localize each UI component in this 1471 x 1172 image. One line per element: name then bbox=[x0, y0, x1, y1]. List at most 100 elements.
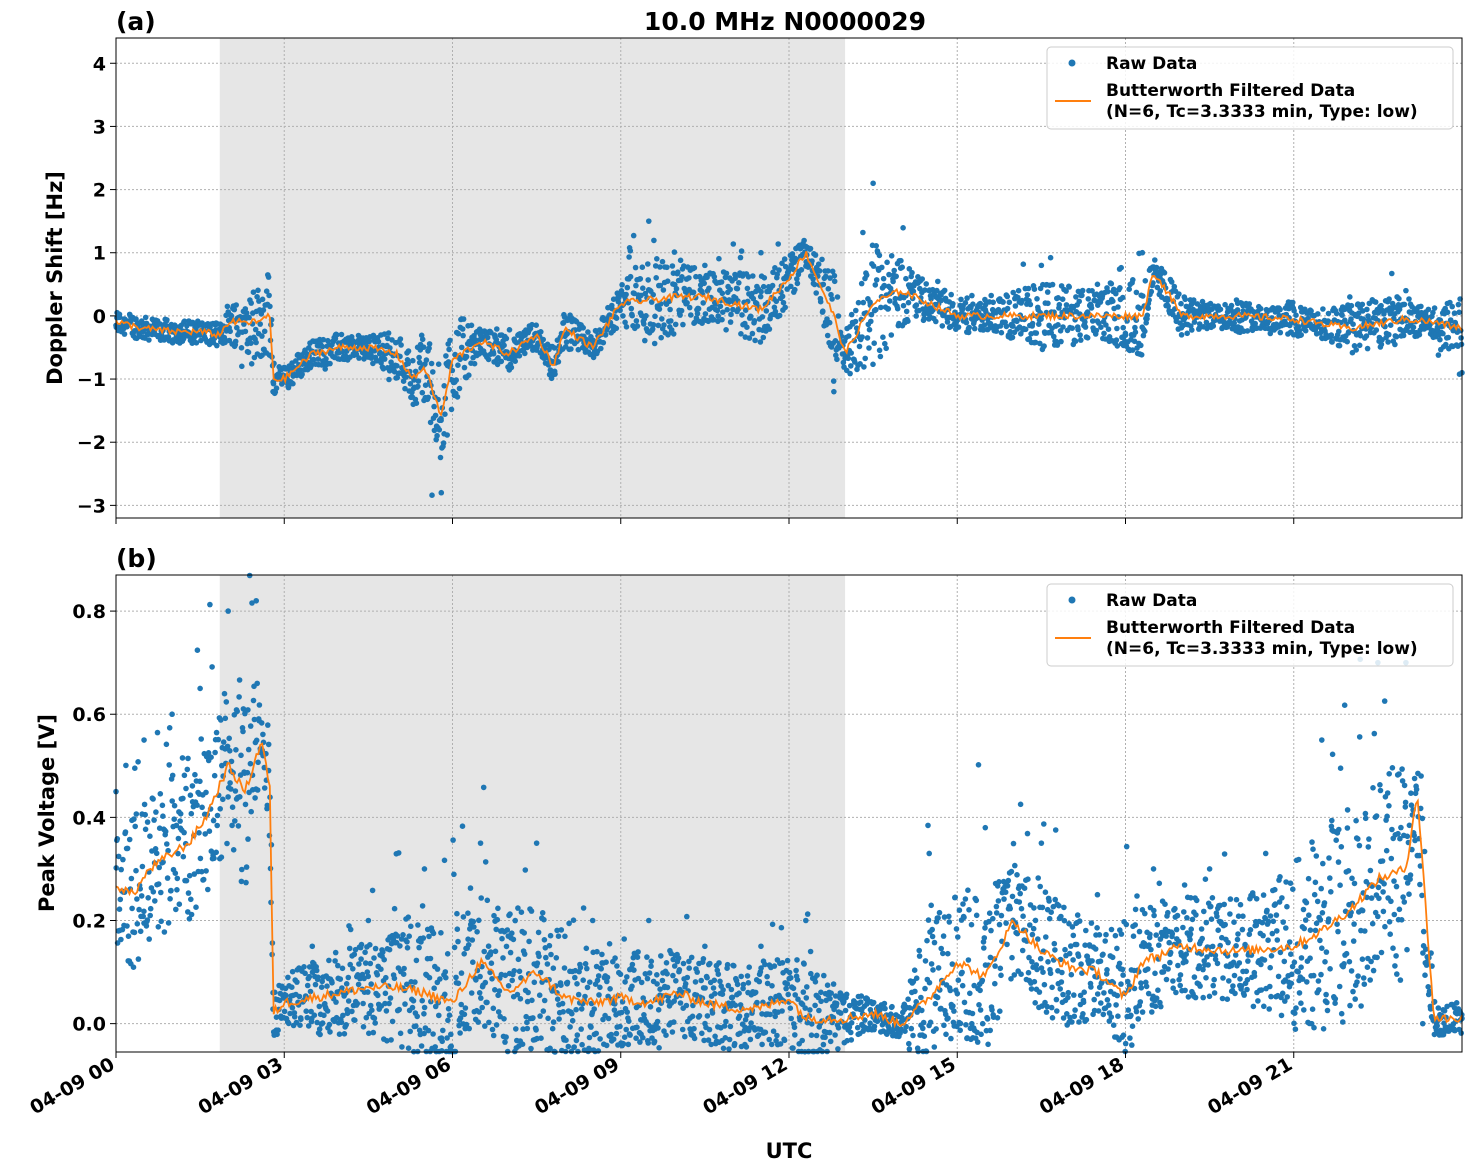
raw-data-point bbox=[717, 978, 723, 985]
raw-data-point bbox=[1082, 319, 1088, 325]
raw-data-point bbox=[430, 930, 437, 937]
raw-data-point bbox=[242, 801, 249, 808]
raw-data-point bbox=[1291, 959, 1298, 966]
raw-data-point bbox=[630, 232, 637, 239]
raw-data-point bbox=[959, 982, 966, 989]
raw-data-point bbox=[539, 910, 546, 916]
raw-data-point bbox=[213, 729, 220, 736]
raw-data-point bbox=[529, 321, 535, 328]
raw-data-point bbox=[422, 382, 429, 389]
raw-data-point bbox=[475, 1019, 482, 1025]
raw-data-point bbox=[301, 964, 307, 970]
raw-data-point bbox=[188, 911, 195, 918]
raw-data-point bbox=[840, 359, 847, 366]
raw-data-point bbox=[957, 1027, 963, 1034]
raw-data-point bbox=[210, 817, 217, 824]
raw-data-point bbox=[1161, 270, 1168, 276]
raw-data-point bbox=[1054, 342, 1061, 348]
raw-data-point bbox=[775, 241, 781, 247]
raw-data-point bbox=[922, 958, 929, 964]
raw-data-point bbox=[443, 353, 449, 359]
raw-data-point bbox=[326, 1021, 333, 1028]
raw-data-point bbox=[980, 327, 987, 333]
raw-data-point bbox=[1261, 957, 1268, 963]
raw-data-point bbox=[1109, 954, 1116, 961]
raw-data-point bbox=[763, 308, 770, 314]
raw-data-point bbox=[1400, 332, 1407, 339]
raw-data-point bbox=[1100, 951, 1106, 958]
panel-b-label: (b) bbox=[116, 544, 157, 573]
raw-data-point bbox=[345, 974, 352, 981]
raw-data-point bbox=[752, 337, 758, 344]
raw-data-point bbox=[389, 1018, 396, 1025]
raw-data-point bbox=[955, 934, 961, 940]
raw-data-point bbox=[490, 1032, 497, 1039]
raw-data-point bbox=[1061, 917, 1068, 924]
raw-data-point bbox=[711, 274, 718, 280]
raw-data-point bbox=[1059, 296, 1066, 303]
raw-data-point bbox=[503, 335, 510, 342]
raw-data-point bbox=[1010, 840, 1017, 847]
raw-data-point bbox=[398, 342, 404, 348]
raw-data-point bbox=[734, 285, 741, 292]
raw-data-point bbox=[1228, 302, 1235, 309]
raw-data-point bbox=[1115, 1013, 1121, 1019]
raw-data-point bbox=[1049, 984, 1055, 991]
raw-data-point bbox=[1041, 821, 1047, 827]
raw-data-point bbox=[1253, 896, 1260, 902]
raw-data-point bbox=[1120, 972, 1126, 978]
raw-data-point bbox=[969, 292, 975, 299]
raw-data-point bbox=[1191, 974, 1198, 980]
raw-data-point bbox=[759, 314, 766, 320]
raw-data-point bbox=[506, 327, 513, 333]
raw-data-point bbox=[171, 816, 177, 822]
raw-data-point bbox=[402, 1001, 408, 1007]
raw-data-point bbox=[842, 1007, 849, 1014]
raw-data-point bbox=[1360, 316, 1367, 322]
raw-data-point bbox=[1232, 990, 1238, 997]
raw-data-point bbox=[163, 741, 170, 748]
raw-data-point bbox=[321, 1012, 327, 1019]
raw-data-point bbox=[1214, 913, 1220, 920]
raw-data-point bbox=[558, 927, 565, 933]
raw-data-point bbox=[1279, 895, 1285, 901]
raw-data-point bbox=[1088, 305, 1095, 311]
raw-data-point bbox=[820, 281, 827, 288]
raw-data-point bbox=[1091, 996, 1097, 1003]
raw-data-point bbox=[678, 307, 685, 314]
raw-data-point bbox=[675, 269, 681, 276]
raw-data-point bbox=[776, 267, 782, 273]
raw-data-point bbox=[245, 836, 251, 842]
raw-data-point bbox=[543, 954, 549, 961]
raw-data-point bbox=[624, 1009, 630, 1015]
raw-data-point bbox=[1056, 301, 1063, 308]
raw-data-point bbox=[1155, 987, 1161, 993]
raw-data-point bbox=[224, 303, 231, 310]
raw-data-point bbox=[471, 924, 477, 930]
panel-b: (b) 0.00.20.40.60.8 Peak Voltage [V] Raw… bbox=[35, 544, 1465, 1058]
raw-data-point bbox=[383, 974, 389, 981]
raw-data-point bbox=[345, 998, 352, 1004]
raw-data-point bbox=[257, 321, 264, 327]
raw-data-point bbox=[998, 972, 1004, 979]
raw-data-point bbox=[1111, 286, 1117, 293]
raw-data-point bbox=[704, 274, 710, 281]
raw-data-point bbox=[726, 1046, 732, 1052]
raw-data-point bbox=[973, 912, 980, 919]
raw-data-point bbox=[1386, 296, 1392, 302]
raw-data-point bbox=[1035, 936, 1041, 942]
raw-data-point bbox=[1378, 302, 1384, 309]
raw-data-point bbox=[1137, 999, 1144, 1005]
raw-data-point bbox=[174, 887, 180, 893]
raw-data-point bbox=[1272, 886, 1278, 893]
raw-data-point bbox=[1278, 1012, 1285, 1019]
raw-data-point bbox=[831, 278, 838, 285]
raw-data-point bbox=[1120, 294, 1126, 301]
raw-data-point bbox=[852, 318, 859, 325]
raw-data-point bbox=[888, 253, 895, 259]
raw-data-point bbox=[870, 263, 877, 269]
raw-data-point bbox=[921, 1033, 928, 1039]
raw-data-point bbox=[571, 1044, 577, 1050]
raw-data-point bbox=[882, 340, 888, 347]
raw-data-point bbox=[1007, 905, 1013, 912]
